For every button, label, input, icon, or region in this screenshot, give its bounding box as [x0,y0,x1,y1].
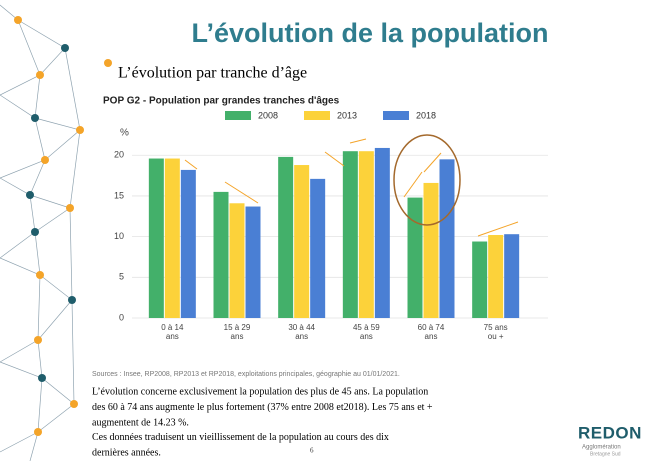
paragraph: L’évolution concerne exclusivement la po… [92,386,433,458]
bullet-text: L’évolution par tranche d’âge [118,65,307,82]
source: Sources : Insee, RP2008, RP2013 et RP201… [92,371,400,378]
x-tick-label: ans [425,332,438,341]
legend-label: 2008 [258,110,278,120]
paragraph-line: L’évolution concerne exclusivement la po… [92,386,428,397]
legend-label: 2018 [416,110,436,120]
bar [472,241,488,318]
bar [245,206,261,318]
legend-swatch [304,111,330,120]
slide-title: L’évolution de la population [192,18,549,48]
annotations [184,138,519,237]
page-number: 6 [310,447,314,455]
bar [374,147,390,318]
bar [488,235,504,318]
x-tick-label: 75 ans [484,323,508,332]
paragraph-line: des 60 à 74 ans augmente le plus forteme… [92,402,433,413]
x-tick-label: 0 à 14 [161,323,184,332]
y-tick-label: 0 [119,312,124,322]
legend-label: 2013 [337,110,357,120]
bar [294,165,310,318]
bullet-dot [104,59,112,67]
x-tick-label: ans [231,332,244,341]
x-tick-label: 60 à 74 [418,323,445,332]
logo-line: Agglomération [582,445,621,451]
legend-swatch [383,111,409,120]
bar [310,178,326,318]
y-axis-label: % [120,128,129,139]
bar [439,159,455,318]
bar [180,169,196,318]
legend-swatch [225,111,251,120]
bar [407,197,423,318]
chart-title: POP G2 - Population par grandes tranches… [103,96,340,107]
bar [358,151,374,318]
y-tick-label: 10 [114,231,124,241]
bar [504,234,520,318]
paragraph-line: augmentent de 14.23 %. [92,417,189,428]
x-tick-label: ou + [488,332,504,341]
y-tick-label: 20 [114,150,124,160]
x-tick-label: 30 à 44 [288,323,315,332]
decoration-dots [14,16,84,436]
paragraph-line: dernières années. [92,447,161,458]
bar [342,151,358,318]
y-tick-label: 15 [114,190,124,200]
logo-line: Bretagne Sud [590,451,621,457]
x-tick-label: 15 à 29 [224,323,251,332]
bar [148,158,164,318]
bar [229,203,245,318]
logo: REDON [578,423,642,442]
x-tick-label: ans [295,332,308,341]
paragraph-line: Ces données traduisent un vieillissement… [92,432,389,443]
bar [213,191,229,318]
x-tick-label: ans [166,332,179,341]
bar [278,156,294,318]
y-tick-label: 5 [119,272,124,282]
x-tick-label: 45 à 59 [353,323,380,332]
highlight-circle [393,134,461,226]
x-tick-label: ans [360,332,373,341]
bar [423,182,439,318]
bar [164,158,180,318]
